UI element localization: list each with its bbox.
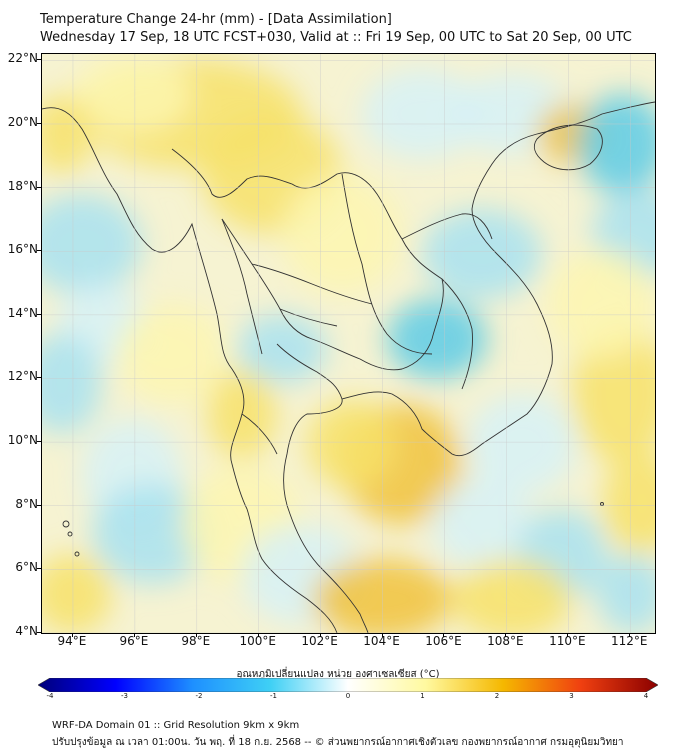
field-patch bbox=[42, 94, 92, 174]
field-patch bbox=[597, 554, 655, 633]
lon-tick bbox=[319, 633, 321, 637]
colorbar-tick-label: 1 bbox=[420, 692, 425, 700]
field-patch bbox=[92, 484, 212, 584]
colorbar-tick-label: 0 bbox=[345, 692, 351, 700]
lat-label: 20°N bbox=[7, 114, 38, 129]
field-patch bbox=[467, 394, 577, 494]
lon-label: 112°E bbox=[610, 634, 648, 648]
lat-label: 10°N bbox=[7, 433, 38, 448]
lon-tick bbox=[133, 633, 135, 637]
lat-tick bbox=[37, 313, 41, 315]
colorbar-tick-label: 4 bbox=[643, 692, 649, 700]
lat-label: 8°N bbox=[15, 496, 38, 511]
field-patch bbox=[577, 94, 655, 194]
field-patch bbox=[307, 399, 397, 489]
lat-tick bbox=[37, 122, 41, 124]
lon-tick bbox=[567, 633, 569, 637]
field-patch bbox=[602, 454, 655, 554]
colorbar-ramp bbox=[38, 678, 658, 692]
lat-tick bbox=[37, 441, 41, 443]
field-patch bbox=[117, 304, 227, 404]
lon-label: 104°E bbox=[363, 634, 400, 648]
field-patch bbox=[547, 249, 655, 359]
credit-line: ปรับปรุงข้อมูล ณ เวลา 01:00น. วัน พฤ. ที… bbox=[52, 737, 624, 748]
lat-tick bbox=[37, 377, 41, 379]
lat-label: 4°N bbox=[15, 624, 38, 638]
lon-label: 96°E bbox=[119, 634, 149, 648]
lon-label: 102°E bbox=[301, 634, 338, 648]
field-patch bbox=[422, 209, 542, 299]
lat-tick bbox=[37, 250, 41, 252]
lon-tick bbox=[443, 633, 445, 637]
model-info: WRF-DA Domain 01 :: Grid Resolution 9km … bbox=[52, 720, 300, 731]
field-patch bbox=[42, 194, 142, 294]
graticule bbox=[42, 54, 655, 633]
temperature-change-map bbox=[42, 54, 655, 633]
colorbar-tick-label: -3 bbox=[121, 692, 128, 700]
lat-label: 18°N bbox=[7, 178, 38, 193]
field-patch bbox=[282, 174, 402, 294]
field-patch bbox=[452, 559, 572, 633]
lon-tick bbox=[71, 633, 73, 637]
colorbar-tick-label: -4 bbox=[46, 692, 54, 700]
lat-tick bbox=[37, 186, 41, 188]
lat-label: 6°N bbox=[15, 560, 38, 575]
lat-tick bbox=[37, 59, 41, 61]
field-patch bbox=[42, 554, 112, 633]
lat-label: 14°N bbox=[7, 305, 38, 320]
lon-tick bbox=[629, 633, 631, 637]
lat-label: 12°N bbox=[7, 369, 38, 384]
field-patch bbox=[362, 69, 482, 159]
lon-label: 100°E bbox=[239, 634, 276, 648]
lon-label: 98°E bbox=[181, 634, 211, 648]
lat-label: 16°N bbox=[7, 242, 38, 257]
field-shading bbox=[42, 54, 655, 633]
field-patch bbox=[572, 324, 655, 464]
lon-tick bbox=[505, 633, 507, 637]
lat-tick bbox=[37, 504, 41, 506]
map-title: Temperature Change 24-hr (mm) - [Data As… bbox=[40, 12, 392, 27]
lon-label: 94°E bbox=[57, 634, 87, 648]
field-patch bbox=[387, 299, 487, 379]
map-subtitle: Wednesday 17 Sep, 18 UTC FCST+030, Valid… bbox=[40, 30, 632, 45]
lon-tick bbox=[195, 633, 197, 637]
lon-tick bbox=[257, 633, 259, 637]
lon-label: 110°E bbox=[549, 634, 586, 648]
lon-label: 108°E bbox=[487, 634, 524, 648]
field-patch bbox=[42, 334, 102, 434]
coastlines-borders bbox=[42, 101, 655, 633]
colorbar-tick-label: 3 bbox=[569, 692, 574, 700]
colorbar-tick-label: -2 bbox=[195, 692, 203, 700]
lon-label: 106°E bbox=[425, 634, 462, 648]
colorbar-title: อุณหภูมิเปลี่ยนแปลง หน่วย องศาเซลเซียส (… bbox=[236, 669, 440, 680]
colorbar bbox=[38, 678, 658, 692]
lon-tick bbox=[381, 633, 383, 637]
map-panel bbox=[41, 53, 656, 634]
lat-label: 22°N bbox=[7, 51, 38, 66]
lat-tick bbox=[37, 568, 41, 570]
lat-tick bbox=[37, 632, 41, 633]
colorbar-tick-label: 2 bbox=[494, 692, 500, 700]
field-patch bbox=[432, 479, 532, 569]
field-patch bbox=[72, 54, 192, 134]
colorbar-tick-label: -1 bbox=[270, 692, 277, 700]
field-patch bbox=[312, 559, 452, 633]
